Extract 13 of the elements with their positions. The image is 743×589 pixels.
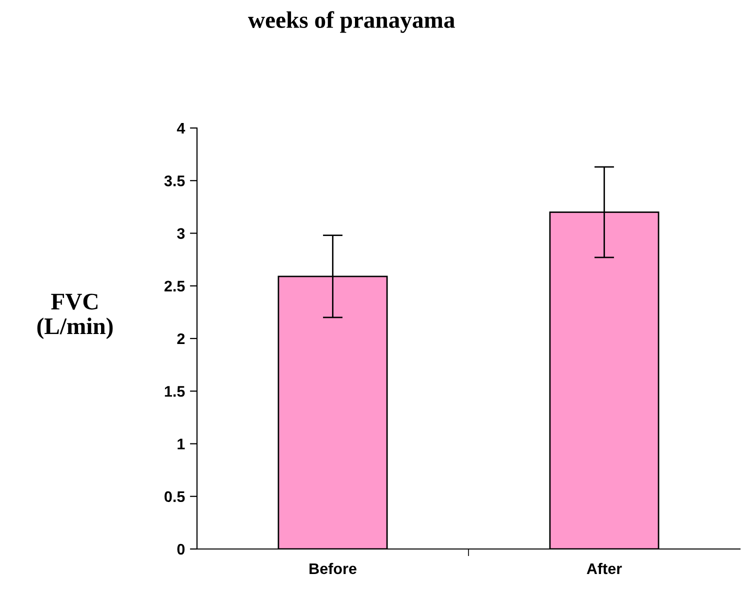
y-tick-label: 3 xyxy=(177,228,185,239)
y-tick-label: 0.5 xyxy=(164,491,185,502)
y-axis-title: FVC (L/min) xyxy=(37,294,113,340)
y-tick-label: 1 xyxy=(178,438,185,450)
y-tick-label: 1.5 xyxy=(164,386,185,397)
y-tick-label: 3.5 xyxy=(164,175,185,186)
y-tick-label: 2 xyxy=(177,333,185,344)
x-tick-label: After xyxy=(586,562,622,574)
chart-title: weeks of pranayama xyxy=(248,11,455,33)
x-tick-label: Before xyxy=(310,562,356,574)
y-tick-label: 0 xyxy=(177,544,185,555)
y-tick-label: 2.5 xyxy=(164,280,185,292)
y-tick-label: 4 xyxy=(176,123,186,134)
